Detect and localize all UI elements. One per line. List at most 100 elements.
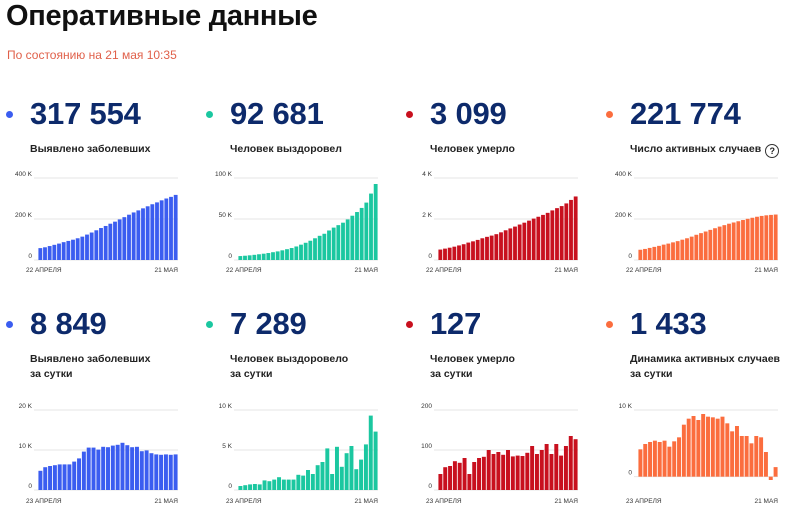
- bar-chart: 0 100 200 23 АПРЕЛЯ 21 МАЯ: [421, 403, 578, 505]
- bar: [643, 248, 647, 260]
- bar: [257, 254, 261, 260]
- bar: [331, 227, 336, 260]
- bar: [472, 462, 477, 490]
- stat-label: Человек выздоровело за сутки: [230, 352, 390, 382]
- bar: [61, 242, 66, 260]
- bar: [341, 222, 345, 260]
- bar: [480, 238, 485, 260]
- bar: [117, 219, 122, 260]
- bar-chart: 0 10 K 20 K 23 АПРЕЛЯ 21 МАЯ: [19, 403, 179, 505]
- bar-chart: 0 2 K 4 K 22 АПРЕЛЯ 21 МАЯ: [422, 171, 578, 274]
- bar: [52, 244, 57, 260]
- bar: [164, 198, 169, 260]
- bar: [739, 436, 744, 477]
- bar: [462, 458, 467, 490]
- bar: [568, 436, 573, 490]
- bar: [657, 245, 661, 260]
- bar: [327, 230, 331, 260]
- x-start-label: 23 АПРЕЛЯ: [426, 498, 462, 505]
- bar: [452, 461, 457, 490]
- bar: [559, 455, 564, 490]
- stat-label-line: Динамика активных случаев: [630, 353, 781, 365]
- series-color-dot: [606, 321, 613, 328]
- bar: [130, 447, 135, 490]
- bar: [475, 239, 480, 260]
- bar: [513, 226, 517, 260]
- y-tick-label: 0: [628, 470, 632, 477]
- bar: [471, 241, 475, 260]
- y-tick-label: 200 K: [615, 212, 633, 219]
- bar: [508, 228, 513, 260]
- bar: [349, 446, 354, 490]
- stat-value: 317 554: [30, 96, 141, 131]
- bar: [447, 247, 452, 260]
- bar: [350, 215, 355, 260]
- bar: [168, 454, 173, 490]
- bar-chart: 0 5 K 10 K 23 АПРЕЛЯ 21 МАЯ: [219, 403, 379, 505]
- bar: [501, 454, 506, 490]
- bar: [285, 249, 289, 260]
- series-color-dot: [406, 321, 413, 328]
- bar: [685, 238, 689, 260]
- stat-label: Динамика активных случаев за сутки: [630, 352, 788, 382]
- bar: [710, 417, 715, 477]
- bar: [485, 236, 489, 260]
- bar: [744, 436, 749, 477]
- x-start-label: 22 АПРЕЛЯ: [26, 267, 62, 274]
- stat-value: 221 774: [630, 96, 741, 131]
- bar: [549, 454, 554, 490]
- bar: [541, 214, 545, 260]
- bar: [520, 456, 525, 490]
- bar: [694, 234, 699, 260]
- bar: [277, 477, 282, 490]
- bar: [539, 450, 544, 490]
- y-tick-label: 0: [228, 483, 232, 490]
- bar: [80, 236, 85, 260]
- bar: [145, 206, 150, 260]
- bar: [443, 248, 447, 260]
- bar: [81, 451, 86, 490]
- bar: [720, 416, 725, 477]
- bar: [101, 446, 106, 490]
- bar: [759, 437, 764, 477]
- x-end-label: 21 МАЯ: [155, 267, 179, 274]
- stat-label: Выявлено заболевших: [30, 142, 190, 157]
- series-color-dot: [206, 321, 213, 328]
- stat-label-line: за сутки: [230, 368, 273, 380]
- bar: [741, 220, 745, 260]
- bar: [267, 481, 272, 490]
- bar: [238, 486, 243, 490]
- bar: [325, 448, 330, 490]
- bar: [339, 466, 344, 490]
- bar: [555, 208, 559, 260]
- bar: [680, 239, 685, 260]
- bar: [252, 254, 257, 260]
- bar: [77, 458, 82, 490]
- bar: [457, 245, 461, 260]
- help-icon[interactable]: ?: [765, 144, 780, 158]
- bar: [369, 193, 373, 260]
- bar: [666, 243, 671, 260]
- bar: [306, 470, 310, 490]
- bar: [99, 228, 103, 260]
- bar: [72, 461, 77, 490]
- bar: [71, 239, 75, 260]
- bar: [86, 447, 91, 490]
- bar: [544, 444, 549, 490]
- bar: [52, 465, 57, 490]
- bar: [159, 200, 164, 260]
- y-tick-label: 100: [421, 443, 432, 450]
- series-color-dot: [6, 111, 13, 118]
- bar: [275, 251, 280, 260]
- y-tick-label: 5 K: [222, 443, 232, 450]
- bar: [559, 206, 564, 260]
- bar: [667, 446, 672, 477]
- x-start-label: 22 АПРЕЛЯ: [226, 267, 262, 274]
- bar: [438, 249, 443, 260]
- bar-chart: 0 10 K 23 АПРЕЛЯ 21 МАЯ: [619, 403, 779, 505]
- bar: [768, 476, 773, 480]
- bar: [345, 219, 350, 260]
- bar: [261, 253, 266, 260]
- bar: [103, 225, 108, 260]
- bar: [301, 475, 306, 490]
